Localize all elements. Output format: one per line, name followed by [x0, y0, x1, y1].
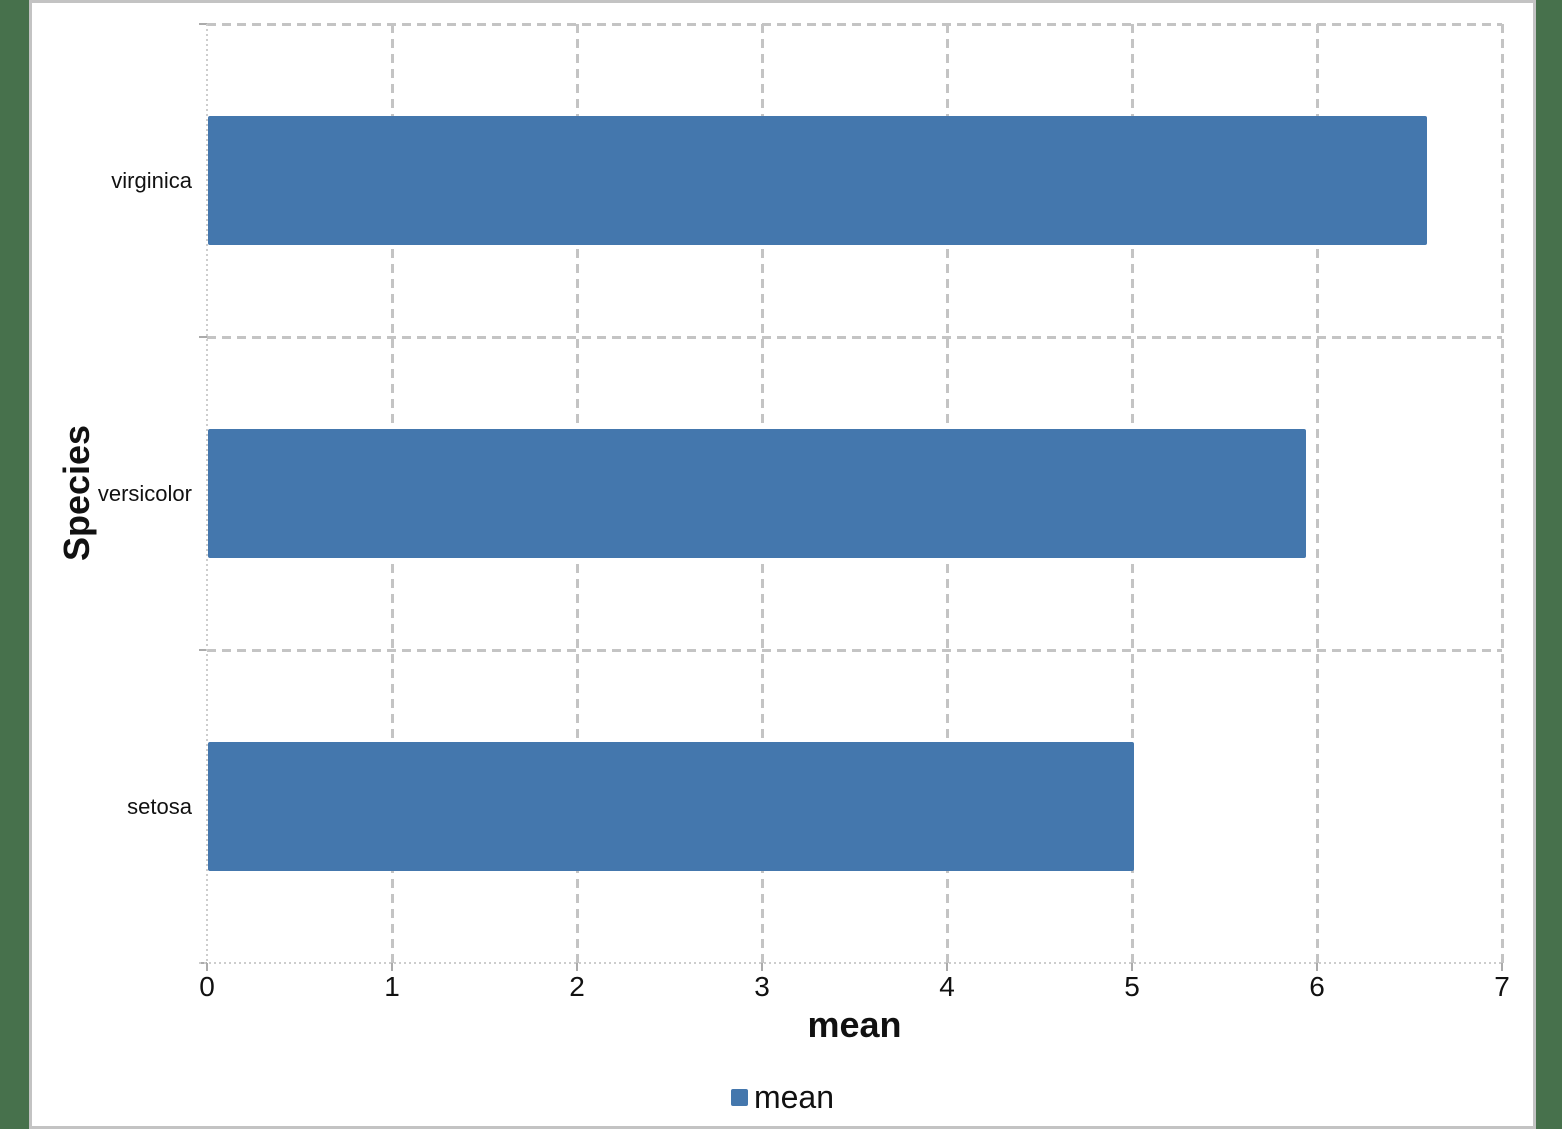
legend: mean: [29, 1080, 1536, 1114]
gridline-horizontal: [207, 22, 1502, 26]
gridline-horizontal: [207, 335, 1502, 339]
x-axis-line: [199, 962, 1502, 964]
x-axis-tick: [946, 963, 948, 971]
x-tick-label: 3: [754, 971, 770, 1002]
bar-setosa: [208, 742, 1134, 871]
x-tick-label: 2: [569, 971, 585, 1002]
x-tick-label: 1: [384, 971, 400, 1002]
gridline-vertical: [1315, 24, 1319, 963]
x-tick-label: 7: [1494, 971, 1510, 1002]
x-tick-label: 4: [939, 971, 955, 1002]
legend-label-mean: mean: [753, 1079, 835, 1115]
y-tick-label: versicolor: [97, 480, 192, 506]
x-axis-tick: [576, 963, 578, 971]
y-axis-tick: [199, 23, 207, 25]
bar-virginica: [208, 116, 1427, 245]
y-tick-label: virginica: [111, 167, 192, 193]
gridline-horizontal: [207, 648, 1502, 652]
x-tick-label: 6: [1309, 971, 1325, 1002]
y-axis-tick: [199, 336, 207, 338]
x-axis-title: mean: [807, 1004, 902, 1045]
legend-swatch-mean: [730, 1088, 748, 1106]
x-axis-tick: [1131, 963, 1133, 971]
x-axis-tick: [1501, 963, 1503, 971]
y-axis-tick: [199, 649, 207, 651]
y-tick-label: setosa: [127, 793, 192, 819]
x-tick-label: 5: [1124, 971, 1140, 1002]
x-axis-tick: [761, 963, 763, 971]
y-axis-title: Species: [56, 424, 97, 562]
x-tick-label: 0: [199, 971, 215, 1002]
y-axis-line: [206, 24, 208, 963]
bar-versicolor: [208, 429, 1306, 558]
x-axis-tick: [391, 963, 393, 971]
gridline-vertical: [1500, 24, 1504, 963]
x-axis-tick: [1316, 963, 1318, 971]
x-axis-tick: [206, 963, 208, 971]
